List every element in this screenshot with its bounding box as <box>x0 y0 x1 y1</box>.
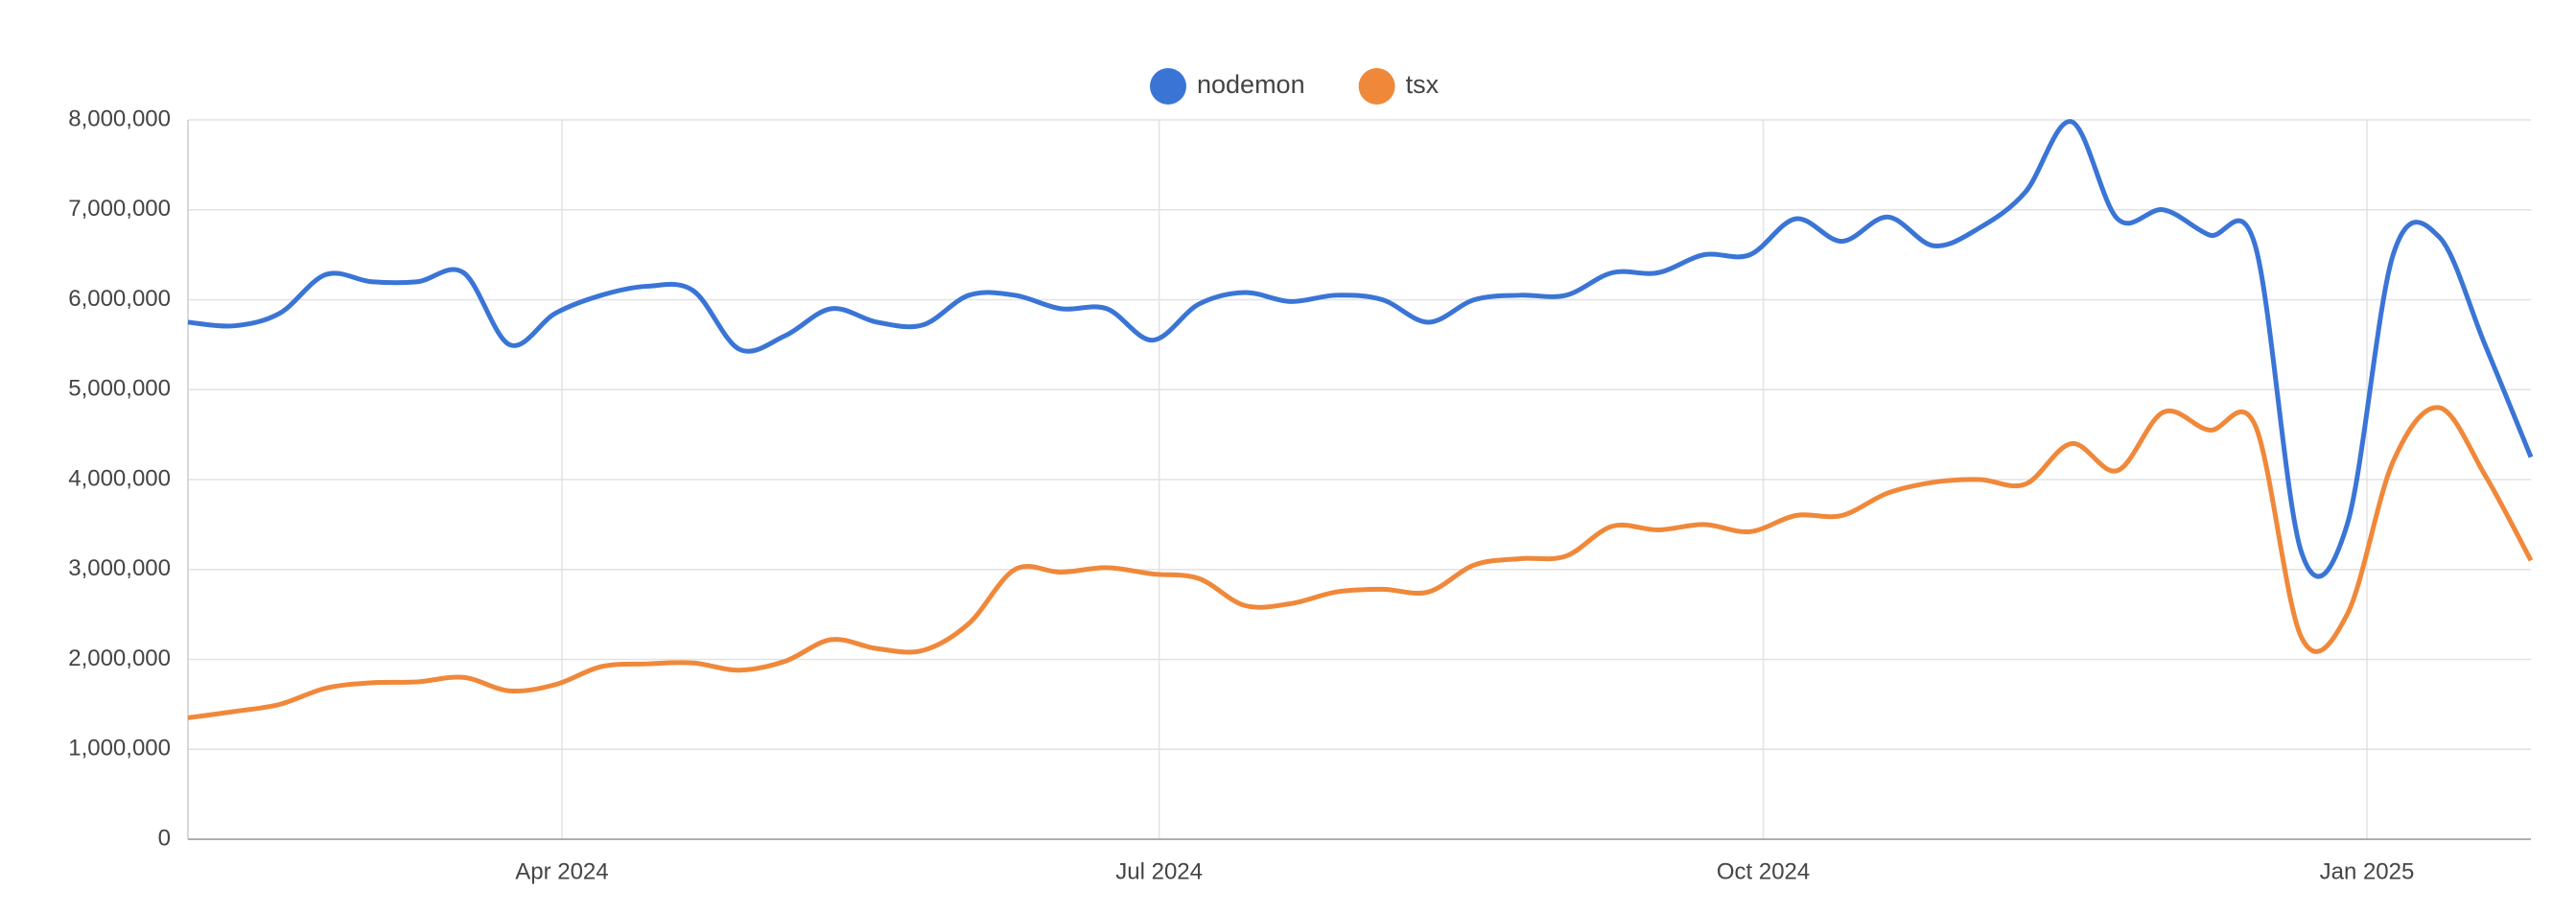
legend-label: nodemon <box>1197 70 1305 99</box>
y-tick-label: 0 <box>158 825 171 851</box>
x-tick-label: Oct 2024 <box>1717 858 1810 884</box>
y-tick-label: 3,000,000 <box>68 555 171 581</box>
legend-label: tsx <box>1406 70 1440 99</box>
series-line <box>187 119 2534 579</box>
legend-swatch <box>1150 68 1186 105</box>
y-tick-label: 2,000,000 <box>68 645 171 671</box>
x-tick-label: Jan 2025 <box>2320 858 2415 884</box>
y-tick-label: 8,000,000 <box>68 106 171 131</box>
y-tick-label: 7,000,000 <box>68 196 171 222</box>
y-tick-label: 5,000,000 <box>68 376 171 402</box>
legend-swatch <box>1358 68 1395 105</box>
y-tick-label: 1,000,000 <box>68 736 171 762</box>
x-tick-label: Apr 2024 <box>515 858 608 884</box>
x-tick-label: Jul 2024 <box>1115 858 1203 884</box>
y-tick-label: 4,000,000 <box>68 465 171 491</box>
series-line <box>187 405 2534 720</box>
y-tick-label: 6,000,000 <box>68 286 171 312</box>
